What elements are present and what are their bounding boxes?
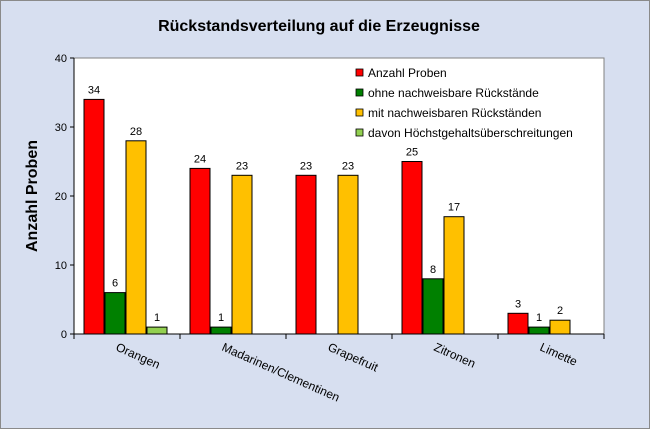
y-axis-label: Anzahl Proben bbox=[24, 140, 41, 252]
bar bbox=[210, 326, 232, 335]
bar bbox=[83, 98, 105, 335]
data-label: 25 bbox=[406, 147, 418, 159]
data-label: 6 bbox=[112, 278, 118, 290]
category-label: Madarinen/Clementinen bbox=[220, 340, 342, 405]
category-label: Orangen bbox=[114, 340, 162, 372]
data-label: 3 bbox=[515, 298, 521, 310]
data-label: 1 bbox=[154, 312, 160, 324]
legend-swatch bbox=[355, 128, 364, 137]
legend-entry: mit nachweisbaren Rückständen bbox=[368, 106, 541, 120]
y-tick-label: 40 bbox=[55, 53, 67, 65]
bar bbox=[401, 161, 423, 335]
data-label: 1 bbox=[218, 312, 224, 324]
legend-entry: ohne nachweisbare Rückstände bbox=[368, 86, 539, 100]
data-label: 23 bbox=[342, 160, 354, 172]
bar bbox=[231, 174, 253, 335]
category-label: Grapefruit bbox=[326, 340, 381, 375]
bar bbox=[337, 174, 359, 335]
legend: Anzahl Proben ohne nachweisbare Rückständ… bbox=[355, 66, 573, 140]
bars bbox=[83, 98, 571, 335]
chart-title: Rückstandsverteilung auf die Erzeugnisse bbox=[158, 18, 480, 35]
data-label: 1 bbox=[536, 312, 542, 324]
bar bbox=[189, 167, 211, 335]
bar bbox=[125, 140, 147, 335]
data-label: 2 bbox=[557, 305, 563, 317]
bar bbox=[507, 312, 529, 335]
bar bbox=[146, 326, 168, 335]
data-label: 17 bbox=[448, 202, 460, 214]
y-tick-label: 30 bbox=[55, 122, 67, 134]
y-tick-label: 20 bbox=[55, 191, 67, 203]
legend-entry: Anzahl Proben bbox=[368, 66, 447, 80]
data-label: 8 bbox=[430, 264, 436, 276]
legend-swatch bbox=[355, 68, 364, 77]
bar bbox=[549, 319, 571, 335]
bar bbox=[528, 326, 550, 335]
data-label: 24 bbox=[194, 153, 206, 165]
y-tick-label: 10 bbox=[55, 260, 67, 272]
data-label: 34 bbox=[88, 84, 100, 96]
legend-swatch bbox=[355, 108, 364, 117]
data-label: 23 bbox=[300, 160, 312, 172]
bar bbox=[104, 292, 126, 335]
category-label: Zitronen bbox=[432, 340, 478, 371]
legend-entry: davon Höchstgehaltsüberschreitungen bbox=[368, 126, 573, 140]
legend-swatch bbox=[355, 88, 364, 97]
bar bbox=[443, 216, 465, 335]
y-tick-label: 0 bbox=[61, 329, 67, 341]
bar bbox=[422, 278, 444, 335]
bar bbox=[295, 174, 317, 335]
data-label: 28 bbox=[130, 126, 142, 138]
category-label: Limette bbox=[538, 340, 580, 369]
data-label: 23 bbox=[236, 160, 248, 172]
